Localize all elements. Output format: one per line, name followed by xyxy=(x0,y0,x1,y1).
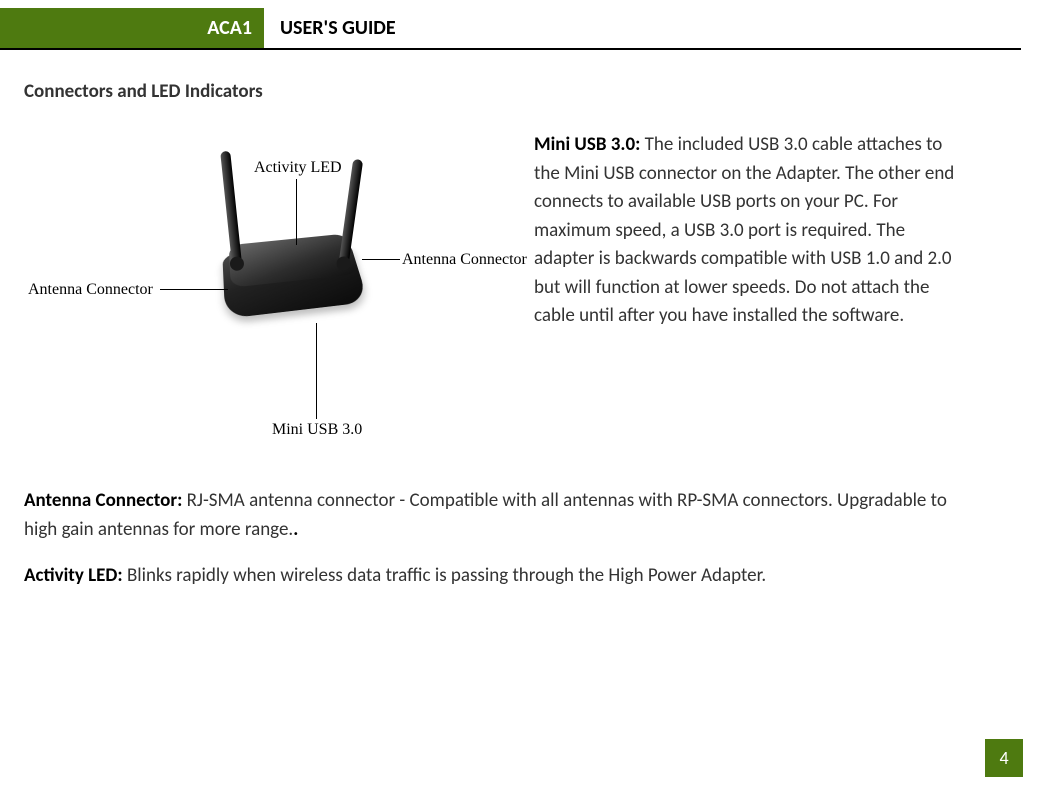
activity-lead: Activity LED: xyxy=(24,564,123,587)
mini-usb-paragraph: Mini USB 3.0: The included USB 3.0 cable… xyxy=(534,131,965,331)
antenna-lead: Antenna Connector: xyxy=(24,489,182,512)
callout-line xyxy=(362,259,400,260)
callout-line xyxy=(316,323,317,419)
label-antenna-left: Antenna Connector xyxy=(28,281,153,299)
activity-led-paragraph: Activity LED: Blinks rapidly when wirele… xyxy=(24,562,965,591)
page-number: 4 xyxy=(985,739,1023,777)
antenna-left xyxy=(220,151,242,263)
section-title: Connectors and LED Indicators xyxy=(24,80,965,103)
two-column-row: Activity LED Antenna Connector Antenna C… xyxy=(24,131,965,453)
activity-body: Blinks rapidly when wireless data traffi… xyxy=(123,564,766,587)
mini-usb-lead: Mini USB 3.0: xyxy=(534,133,640,156)
label-mini-usb: Mini USB 3.0 xyxy=(272,421,362,439)
header-title: USER'S GUIDE xyxy=(264,8,412,48)
label-antenna-right: Antenna Connector xyxy=(402,251,527,269)
antenna-connector-paragraph: Antenna Connector: RJ-SMA antenna connec… xyxy=(24,487,965,544)
page-content: Connectors and LED Indicators Activity L… xyxy=(0,50,1041,591)
callout-line xyxy=(160,289,228,290)
mini-usb-body: The included USB 3.0 cable attaches to t… xyxy=(534,133,954,327)
trailing-period: . xyxy=(293,518,298,541)
label-activity-led: Activity LED xyxy=(254,159,342,177)
header-badge: ACA1 xyxy=(0,8,264,48)
callout-line xyxy=(296,179,297,245)
product-diagram: Activity LED Antenna Connector Antenna C… xyxy=(24,153,494,453)
page-header: ACA1 USER'S GUIDE xyxy=(0,8,1021,50)
